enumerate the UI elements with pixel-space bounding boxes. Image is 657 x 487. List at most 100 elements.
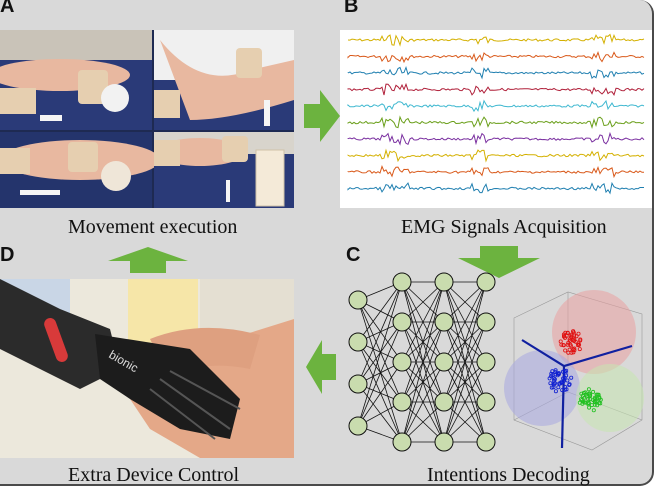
panel-d-caption: Extra Device Control — [68, 464, 240, 486]
cluster-point — [551, 385, 556, 390]
network-node — [434, 432, 454, 452]
emg-channel-trace — [347, 51, 645, 64]
network-node — [392, 392, 412, 412]
cluster-point — [573, 339, 578, 344]
network-node — [392, 312, 412, 332]
cluster-point — [547, 376, 552, 381]
cluster-point — [578, 338, 583, 343]
network-node — [434, 352, 454, 372]
cluster-point — [576, 331, 581, 336]
network-node — [348, 332, 368, 352]
panel-d-label: D — [0, 244, 15, 266]
emg-channel-trace — [347, 65, 645, 80]
network-node — [434, 272, 454, 292]
cluster-point — [594, 392, 599, 397]
cluster-point — [577, 347, 582, 352]
cluster-point — [581, 399, 586, 404]
cluster-point — [571, 329, 576, 334]
cluster-point — [562, 369, 567, 374]
cluster-point — [553, 389, 558, 394]
panel-c-label: C — [346, 244, 361, 266]
movement-photo-collage — [0, 30, 294, 208]
neural-network-diagram — [348, 272, 496, 452]
emg-channel-trace — [347, 148, 645, 163]
arrow-left-icon — [306, 340, 336, 394]
cluster-point — [549, 385, 554, 390]
cluster-point — [598, 397, 603, 402]
network-node — [476, 392, 496, 412]
cluster-point — [596, 392, 601, 397]
cluster-point — [565, 331, 570, 336]
cluster-point — [586, 387, 591, 392]
cluster-point — [559, 342, 564, 347]
cluster-point — [551, 376, 556, 381]
cluster-point — [553, 381, 558, 386]
arrow-up-icon — [108, 247, 188, 273]
network-node — [434, 392, 454, 412]
emg-channel-trace — [347, 82, 645, 96]
cluster-point — [592, 399, 597, 404]
panel-c-caption: Intentions Decoding — [427, 464, 590, 486]
network-connections — [357, 281, 487, 443]
panel-b-caption: EMG Signals Acquisition — [401, 216, 607, 238]
cluster-point — [596, 401, 601, 406]
cluster-point — [560, 388, 565, 393]
cluster-point — [556, 385, 561, 390]
network-node — [392, 432, 412, 452]
network-node — [476, 432, 496, 452]
cluster-point — [562, 375, 567, 380]
cluster-point — [591, 408, 596, 413]
network-node — [476, 312, 496, 332]
cluster-point — [555, 373, 560, 378]
emg-channel-trace — [347, 33, 645, 47]
cluster-point — [553, 368, 558, 373]
cluster-point — [566, 350, 571, 355]
bionic-hand-photo: bionic — [0, 279, 294, 458]
cluster-point — [586, 397, 591, 402]
cluster-point — [565, 342, 570, 347]
cluster-point — [565, 378, 570, 383]
cluster-point — [578, 397, 583, 402]
cluster-point — [563, 335, 568, 340]
cluster-point — [553, 372, 558, 377]
arrow-right-icon — [304, 90, 340, 142]
network-node — [476, 352, 496, 372]
panel-a-caption: Movement execution — [68, 216, 238, 238]
cluster-point — [586, 402, 591, 407]
cluster-point — [561, 369, 566, 374]
cluster-point — [553, 370, 558, 375]
bionic-handshake-illustration: bionic — [0, 279, 294, 458]
cluster-point — [579, 391, 584, 396]
cluster-point — [584, 394, 589, 399]
network-node — [348, 290, 368, 310]
movement-photos-illustration — [0, 30, 294, 208]
cluster-point — [574, 334, 579, 339]
panel-b-label: B — [344, 0, 359, 17]
cluster-point — [569, 375, 574, 380]
network-node — [476, 272, 496, 292]
cluster-point — [563, 348, 568, 353]
cluster-scatter-plot — [504, 290, 644, 451]
emg-signal-plot — [340, 30, 652, 208]
network-node — [434, 312, 454, 332]
cluster-point — [549, 371, 554, 376]
cluster-point — [561, 343, 566, 348]
panel-a-label: A — [0, 0, 15, 17]
cluster-point — [583, 390, 588, 395]
emg-traces — [347, 33, 645, 195]
cluster-point — [591, 389, 596, 394]
emg-channel-trace — [347, 165, 644, 179]
network-node — [392, 352, 412, 372]
arrow-down-icon — [458, 246, 540, 278]
cluster-point — [575, 343, 580, 348]
emg-channel-trace — [347, 99, 645, 113]
emg-channel-trace — [347, 181, 644, 195]
network-node — [348, 416, 368, 436]
cluster-point — [558, 381, 563, 386]
emg-channel-trace — [347, 115, 645, 130]
cluster-point — [567, 383, 572, 388]
cluster-point — [567, 337, 572, 342]
cluster-point — [588, 397, 593, 402]
cluster-point — [588, 393, 593, 398]
